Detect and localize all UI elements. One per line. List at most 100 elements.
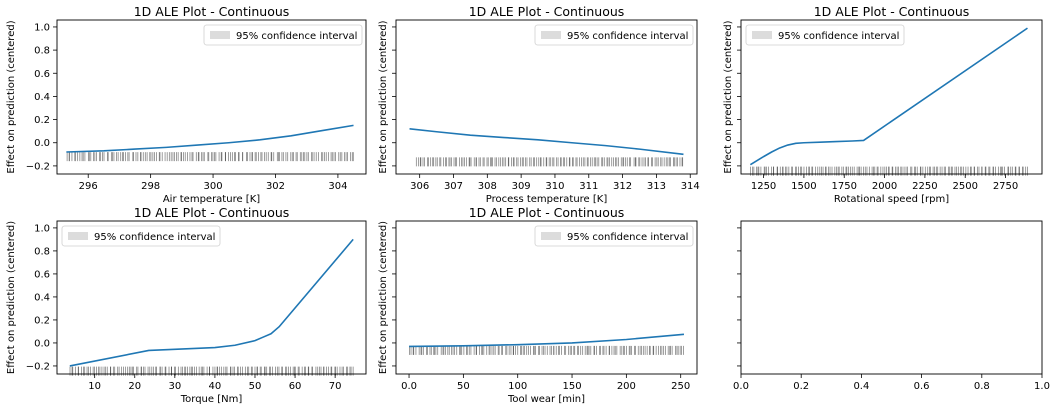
chart-panel-3: 1D ALE Plot - Continuous 1250 1500 1750 2000…: [723, 4, 1043, 205]
x-tick-label: 306: [410, 181, 429, 192]
legend-box: [534, 225, 694, 247]
legend-label: 95% confidence interval: [567, 31, 688, 42]
y-tick-label: 1.0: [34, 223, 50, 234]
y-tick-label: 0.2: [34, 315, 50, 326]
x-tick-label: 312: [613, 181, 632, 192]
x-axis-label: Torque [Nm]: [180, 394, 243, 405]
axes-frame: [395, 19, 698, 175]
legend-box: [534, 24, 694, 46]
x-tick-label: 298: [141, 181, 160, 192]
x-tick-label: 0.2: [793, 381, 809, 392]
y-tick-label: 0.6: [34, 269, 50, 280]
chart-title: 1D ALE Plot - Continuous: [134, 4, 290, 19]
chart-title: 1D ALE Plot - Continuous: [814, 4, 970, 19]
axes-frame: [56, 19, 367, 175]
x-tick-label: 313: [647, 181, 666, 192]
y-tick-label: 0.8: [34, 246, 50, 257]
legend-box: [61, 225, 221, 247]
x-tick-label: 0.0: [401, 381, 417, 392]
ale-line: [409, 128, 684, 156]
x-tick-label: 0.4: [853, 381, 869, 392]
ale-line: [69, 238, 354, 367]
legend: 95% confidence interval: [61, 225, 221, 247]
y-tick-label: 1.0: [34, 22, 50, 33]
y-axis-label: Effect on prediction (centered): [378, 221, 389, 374]
y-tick-label: 0.4: [34, 92, 50, 103]
ale-line: [749, 27, 1028, 166]
chart-panel-2: 1D ALE Plot - Continuous 306 307 308 309 310 3…: [378, 4, 700, 205]
x-axis-label: Air temperature [K]: [163, 194, 260, 205]
y-axis-label: Effect on prediction (centered): [378, 20, 389, 173]
x-tick-label: 250: [671, 381, 690, 392]
x-axis-label: Process temperature [K]: [486, 194, 608, 205]
legend-label: 95% confidence interval: [567, 232, 688, 243]
axes-frame: [56, 220, 367, 375]
legend: 95% confidence interval: [745, 24, 905, 46]
x-tick-label: 0.6: [914, 381, 930, 392]
y-tick-label: 0.0: [34, 138, 50, 149]
legend-swatch: [68, 232, 88, 240]
legend: 95% confidence interval: [534, 225, 694, 247]
chart-title: 1D ALE Plot - Continuous: [469, 4, 625, 19]
y-axis-label: Effect on prediction (centered): [6, 20, 17, 173]
axes-frame: [740, 220, 1043, 375]
x-tick-label: 309: [512, 181, 531, 192]
legend: 95% confidence interval: [203, 24, 363, 46]
axes-frame: [395, 220, 698, 375]
rug-marks: [415, 157, 684, 167]
x-tick-label: 20: [128, 381, 141, 392]
rug-marks: [409, 345, 684, 355]
x-axis-label: Tool wear [min]: [507, 394, 585, 405]
y-axis-label: Effect on prediction (centered): [723, 20, 734, 173]
x-tick-label: 304: [328, 181, 347, 192]
x-tick-label: 0.0: [733, 381, 749, 392]
y-tick-label: −0.2: [26, 161, 50, 172]
ale-line: [409, 333, 685, 348]
x-tick-label: 0.8: [974, 381, 990, 392]
legend-box: [745, 24, 905, 46]
x-tick-label: 30: [168, 381, 181, 392]
x-tick-label: 1250: [751, 181, 776, 192]
y-tick-label: 0.6: [34, 69, 50, 80]
x-tick-label: 2750: [993, 181, 1018, 192]
chart-panel-4: 1D ALE Plot - Continuous −0.2 0.0 0.2 0.4 0.6…: [6, 205, 367, 405]
x-tick-label: 70: [329, 381, 342, 392]
x-tick-label: 302: [266, 181, 285, 192]
x-tick-label: 314: [681, 181, 700, 192]
legend-swatch: [541, 31, 561, 39]
x-tick-label: 1750: [832, 181, 857, 192]
legend-box: [203, 24, 363, 46]
x-tick-label: 10: [88, 381, 101, 392]
legend-label: 95% confidence interval: [778, 31, 899, 42]
legend-swatch: [752, 31, 772, 39]
y-tick-label: 0.0: [34, 338, 50, 349]
chart-panel-6: 0.0 0.2 0.4 0.6 0.8 1.0: [733, 220, 1050, 392]
x-tick-label: 2000: [872, 181, 897, 192]
x-tick-label: 50: [457, 381, 470, 392]
chart-panel-1: 1D ALE Plot - Continuous −0.2 0.0 0.2 0.4 0.6…: [6, 4, 367, 205]
chart-panel-5: 1D ALE Plot - Continuous 0.0 50 100 150 200 25…: [378, 205, 698, 405]
chart-title: 1D ALE Plot - Continuous: [134, 205, 290, 220]
x-tick-label: 50: [249, 381, 262, 392]
y-tick-label: −0.2: [26, 361, 50, 372]
x-tick-label: 100: [508, 381, 527, 392]
x-tick-label: 311: [579, 181, 598, 192]
legend-swatch: [541, 232, 561, 240]
x-axis-label: Rotational speed [rpm]: [834, 194, 949, 205]
x-tick-label: 150: [562, 381, 581, 392]
chart-title: 1D ALE Plot - Continuous: [469, 205, 625, 220]
y-tick-label: 0.4: [34, 292, 50, 303]
legend-label: 95% confidence interval: [94, 232, 215, 243]
x-tick-label: 40: [209, 381, 222, 392]
x-tick-label: 300: [204, 181, 223, 192]
x-tick-label: 60: [289, 381, 302, 392]
x-tick-label: 1.0: [1034, 381, 1050, 392]
rug-marks: [66, 152, 354, 162]
legend: 95% confidence interval: [534, 24, 694, 46]
x-tick-label: 200: [617, 381, 636, 392]
x-tick-label: 1500: [791, 181, 816, 192]
x-tick-label: 310: [545, 181, 564, 192]
x-tick-label: 307: [444, 181, 463, 192]
y-axis-label: Effect on prediction (centered): [6, 221, 17, 374]
